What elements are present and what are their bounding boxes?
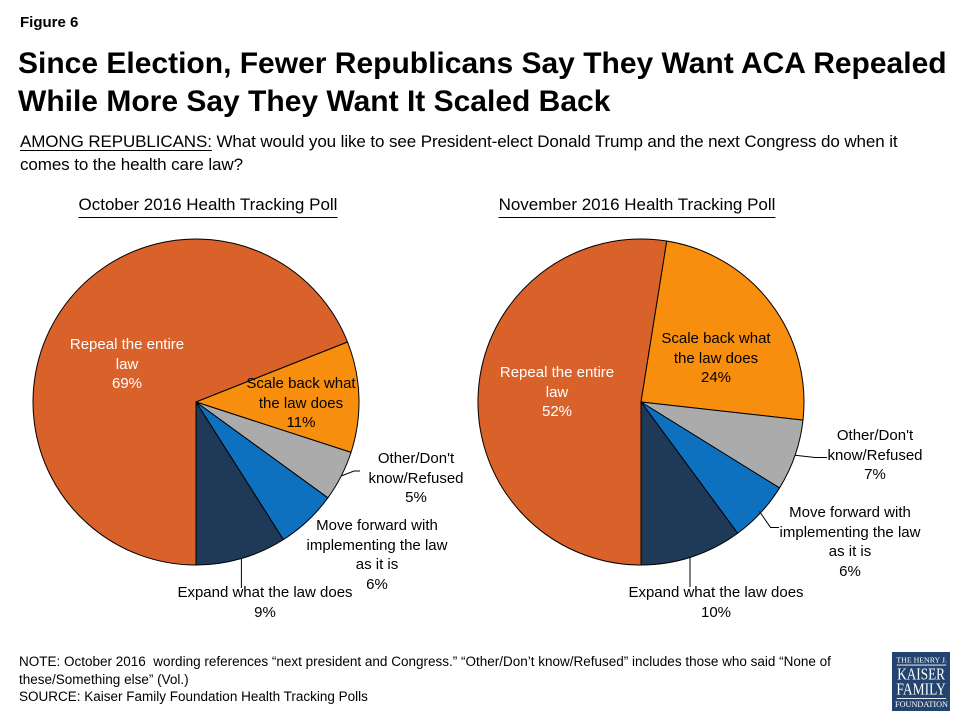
svg-text:FAMILY: FAMILY [896,680,945,699]
svg-text:KAISER: KAISER [897,664,945,683]
svg-text:THE HENRY J.: THE HENRY J. [896,656,947,664]
svg-text:FOUNDATION: FOUNDATION [895,700,948,709]
